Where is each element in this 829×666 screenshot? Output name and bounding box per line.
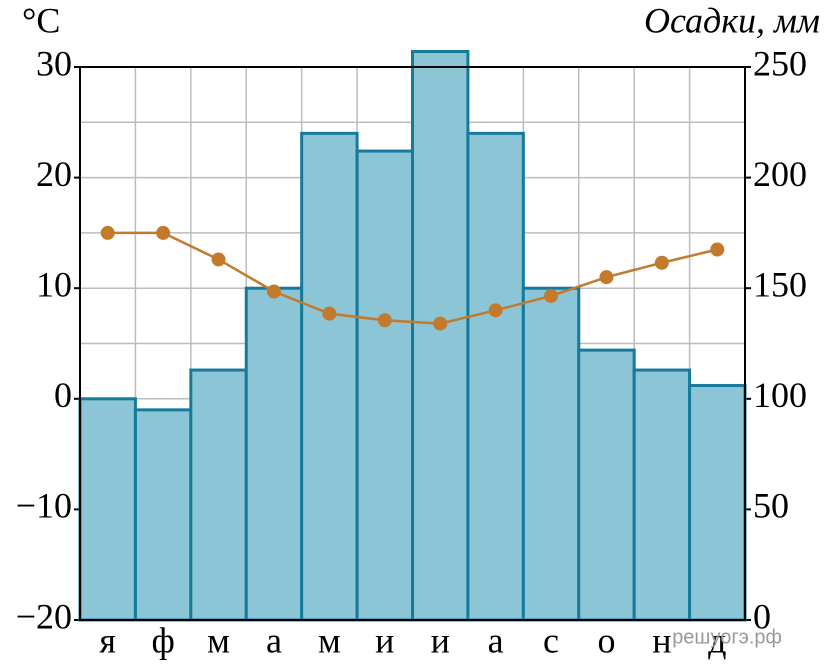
- bar: [133, 408, 193, 622]
- point: [488, 303, 503, 318]
- point: [544, 288, 559, 303]
- x-tick-label: с: [543, 620, 559, 660]
- x-tick-label: м: [207, 620, 230, 660]
- y2-tick-label: 150: [753, 264, 807, 304]
- y-tick-label: 0: [54, 375, 72, 415]
- x-tick-label: а: [488, 620, 504, 660]
- point: [710, 242, 725, 257]
- x-tick-label: я: [99, 620, 116, 660]
- bar: [411, 50, 470, 622]
- plot-frame: [79, 66, 746, 621]
- y-tick-label: 20: [36, 154, 72, 194]
- bar: [300, 131, 359, 622]
- point: [377, 313, 392, 328]
- y2-tick-label: 50: [753, 486, 789, 526]
- y2-tick-label: 200: [753, 154, 807, 194]
- point: [100, 225, 115, 240]
- y-axis-label: °C: [22, 0, 60, 40]
- x-tick-label: ф: [151, 620, 174, 660]
- y-tick-label: 30: [36, 43, 72, 83]
- y2-tick-label: 0: [753, 596, 771, 636]
- bar: [189, 368, 248, 622]
- point: [433, 316, 448, 331]
- point: [599, 270, 614, 285]
- x-tick-label: о: [597, 620, 615, 660]
- bar: [466, 131, 525, 622]
- point: [322, 306, 337, 321]
- y2-tick-label: 100: [753, 375, 807, 415]
- x-tick-label: и: [431, 620, 450, 660]
- bar: [577, 348, 636, 622]
- y-tick-label: 10: [36, 264, 72, 304]
- y2-tick-label: 250: [753, 43, 807, 83]
- bar: [244, 286, 304, 622]
- x-tick-label: д: [708, 620, 726, 660]
- x-tick-label: а: [266, 620, 282, 660]
- bar: [688, 384, 747, 622]
- point: [654, 255, 669, 270]
- bar: [78, 397, 137, 622]
- bar: [521, 286, 581, 622]
- watermark: решуогэ.рф: [672, 626, 782, 648]
- y-tick-label: −10: [16, 486, 72, 526]
- x-tick-label: м: [318, 620, 341, 660]
- point: [211, 252, 226, 267]
- y-tick-label: −20: [16, 596, 72, 636]
- y2-axis-label: Осадки, мм: [644, 0, 820, 40]
- line: [107, 231, 718, 325]
- bar: [632, 368, 692, 622]
- bar: [355, 149, 415, 622]
- x-tick-label: и: [375, 620, 394, 660]
- point: [156, 225, 171, 240]
- x-tick-label: н: [652, 620, 671, 660]
- point: [266, 284, 281, 299]
